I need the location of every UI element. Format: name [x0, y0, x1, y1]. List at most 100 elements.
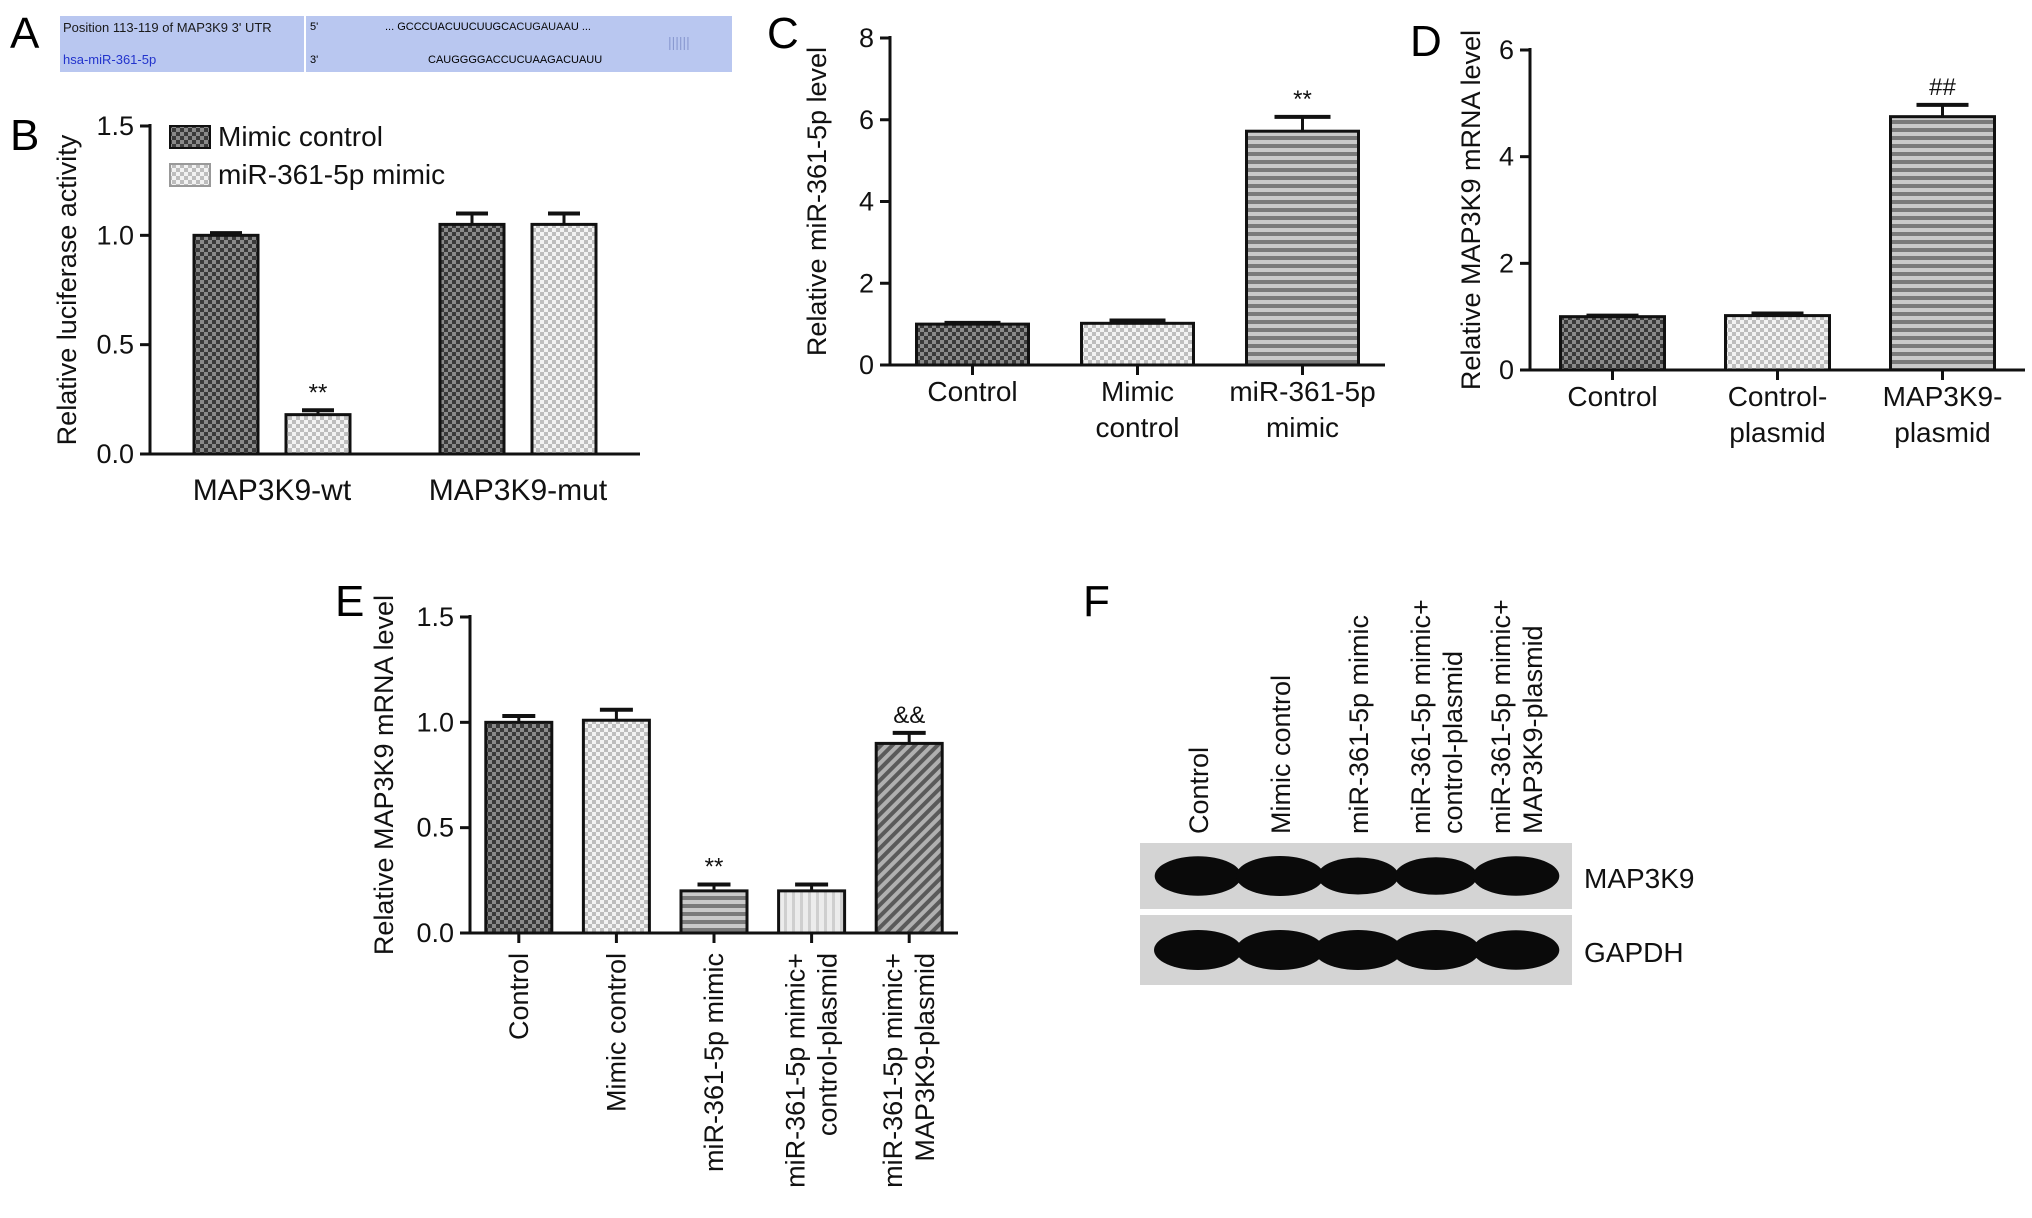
bar [874, 741, 944, 935]
chart-c: 0 2 4 6 8 Relative miR-361-5p level Control Mim… [802, 23, 1385, 443]
y-tick-label: 4 [1499, 142, 1514, 172]
band-label: GAPDH [1584, 937, 1684, 968]
y-tick-label: 0.5 [96, 330, 134, 360]
x-tick-label: miR-361-5p [1229, 376, 1375, 407]
lane-label: Control [1184, 747, 1214, 834]
y-tick-label: 8 [859, 23, 874, 53]
chart-d: 0 2 4 6 Relative MAP3K9 mRNA level Control Con… [1456, 30, 2025, 448]
western-blot: Control Mimic control miR-361-5p mimic miR-… [1140, 599, 1695, 985]
x-tick-label: Mimic [1101, 376, 1174, 407]
blot-band [1236, 930, 1324, 970]
target-seq-site: ACUGAUAA [509, 21, 571, 33]
bar [1724, 314, 1831, 372]
blot-band [1236, 856, 1324, 896]
panel-a: A Position 113-119 of MAP3K9 3' UTR hsa-… [10, 9, 732, 72]
blot-band [1154, 930, 1242, 970]
legend-label: miR-361-5p mimic [218, 159, 445, 190]
panel-letter-a: A [10, 9, 40, 58]
mirna-prime: 3' [310, 54, 318, 66]
y-tick-label: 1.0 [416, 707, 454, 737]
bar [581, 718, 651, 935]
lane-label: miR-361-5p mimic+ [1406, 599, 1436, 834]
lane-label: miR-361-5p mimic [1344, 615, 1374, 834]
y-tick-label: 6 [859, 105, 874, 135]
y-tick-label: 6 [1499, 35, 1514, 65]
bar [484, 720, 554, 935]
x-tick-label: MAP3K9-plasmid [910, 953, 940, 1162]
y-tick-label: 0 [1499, 355, 1514, 385]
blot-band [1314, 930, 1402, 970]
mirna-seq-prefix: CAUGGGGACCUCUA [428, 54, 541, 66]
blot-band [1472, 930, 1560, 970]
mirna-label: hsa-miR-361-5p [63, 52, 156, 67]
y-tick-label: 0.5 [416, 813, 454, 843]
pairing-lines: |||||| [668, 34, 690, 50]
x-tick-label: Control [1567, 381, 1657, 412]
bar [679, 889, 749, 935]
y-tick-label: 0 [859, 350, 874, 380]
bar [1080, 321, 1195, 367]
blot-band [1472, 856, 1560, 896]
lane-label: MAP3K9-plasmid [1518, 625, 1548, 834]
x-tick-label: MAP3K9- [1883, 381, 2003, 412]
legend-swatch [169, 125, 211, 149]
x-tick-label: plasmid [1729, 417, 1825, 448]
y-axis-label: Relative MAP3K9 mRNA level [1456, 30, 1486, 390]
y-tick-label: 2 [1499, 248, 1514, 278]
legend-label: Mimic control [218, 121, 383, 152]
target-sequence: ... GCCCUACUUCUUGCACUGAUAAU ... [385, 21, 591, 33]
x-tick-label: Mimic control [601, 953, 631, 1112]
lane-label: miR-361-5p mimic+ [1486, 599, 1516, 834]
bar [284, 413, 352, 456]
x-tick-label: Control- [1728, 381, 1828, 412]
x-tick-label: miR-361-5p mimic+ [878, 953, 908, 1188]
bar [777, 889, 847, 935]
x-tick-label: Control [927, 376, 1017, 407]
bar [1889, 115, 1996, 372]
y-tick-label: 1.5 [96, 111, 134, 141]
y-tick-label: 2 [859, 268, 874, 298]
y-tick-label: 0.0 [96, 439, 134, 469]
y-tick-label: 4 [859, 187, 874, 217]
bar [192, 233, 260, 456]
alignment-box [60, 16, 732, 72]
significance-label: ** [1293, 86, 1312, 113]
legend-swatch [169, 163, 211, 187]
mirna-seq-site: AGACUAU [540, 54, 594, 66]
band-label: MAP3K9 [1584, 863, 1695, 894]
panel-letter-e: E [335, 577, 364, 626]
target-label: Position 113-119 of MAP3K9 3' UTR [63, 20, 272, 35]
y-tick-label: 0.0 [416, 918, 454, 948]
bar [1559, 315, 1666, 372]
x-tick-label: plasmid [1894, 417, 1990, 448]
x-tick-label: MAP3K9-mut [429, 474, 608, 507]
blot-band [1154, 856, 1242, 896]
y-axis-label: Relative MAP3K9 mRNA level [369, 595, 399, 955]
target-seq-suffix: U ... [571, 21, 591, 33]
y-axis-label: Relative miR-361-5p level [802, 47, 832, 356]
x-tick-label: control [1095, 412, 1179, 443]
blot-band [1317, 857, 1399, 895]
y-axis-label: Relative luciferase activity [52, 134, 82, 445]
bar [1245, 129, 1360, 367]
significance-label: ** [309, 379, 328, 406]
mirna-sequence: CAUGGGGACCUCUAAGACUAUU [428, 54, 602, 66]
x-tick-label: mimic [1266, 412, 1339, 443]
x-tick-label: miR-361-5p mimic [699, 953, 729, 1172]
panel-letter-b: B [10, 111, 39, 160]
lane-label: Mimic control [1266, 675, 1296, 834]
target-prime: 5' [310, 21, 318, 33]
y-tick-label: 1.5 [416, 602, 454, 632]
significance-label: && [893, 702, 925, 729]
x-tick-label: MAP3K9-wt [193, 474, 352, 507]
bar [915, 322, 1030, 367]
blot-band [1394, 857, 1478, 895]
chart-e: 0.0 0.5 1.0 1.5 Relative MAP3K9 mRNA level Co… [369, 595, 958, 1188]
panel-letter-d: D [1410, 17, 1442, 66]
lane-label: control-plasmid [1438, 651, 1468, 834]
y-tick-label: 1.0 [96, 220, 134, 250]
x-tick-label: control-plasmid [813, 953, 843, 1136]
x-tick-label: Control [504, 953, 534, 1040]
bar [438, 222, 506, 456]
